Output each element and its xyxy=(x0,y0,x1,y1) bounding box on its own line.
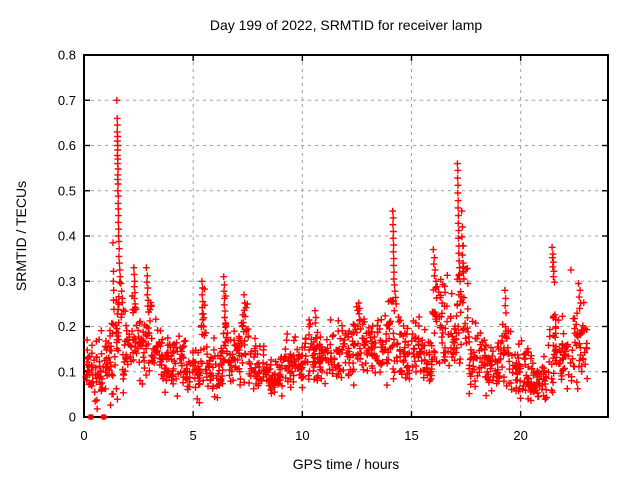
y-tick-label: 0 xyxy=(69,410,76,425)
x-axis-title: GPS time / hours xyxy=(292,456,400,472)
y-tick-label: 0.1 xyxy=(58,364,76,379)
x-tick-label: 20 xyxy=(513,428,527,443)
y-tick-label: 0.2 xyxy=(58,319,76,334)
x-tick-label: 5 xyxy=(190,428,197,443)
y-tick-label: 0.4 xyxy=(58,229,76,244)
y-tick-label: 0.5 xyxy=(58,183,76,198)
chart-title: Day 199 of 2022, SRMTID for receiver lam… xyxy=(209,17,483,33)
x-tick-label: 15 xyxy=(404,428,418,443)
scatter-points-zero xyxy=(87,414,107,420)
y-tick-label: 0.6 xyxy=(58,138,76,153)
x-tick-label: 10 xyxy=(295,428,309,443)
scatter-points xyxy=(82,96,591,413)
y-tick-label: 0.8 xyxy=(58,48,76,63)
x-tick-label: 0 xyxy=(80,428,87,443)
y-tick-label: 0.7 xyxy=(58,93,76,108)
y-tick-label: 0.3 xyxy=(58,274,76,289)
